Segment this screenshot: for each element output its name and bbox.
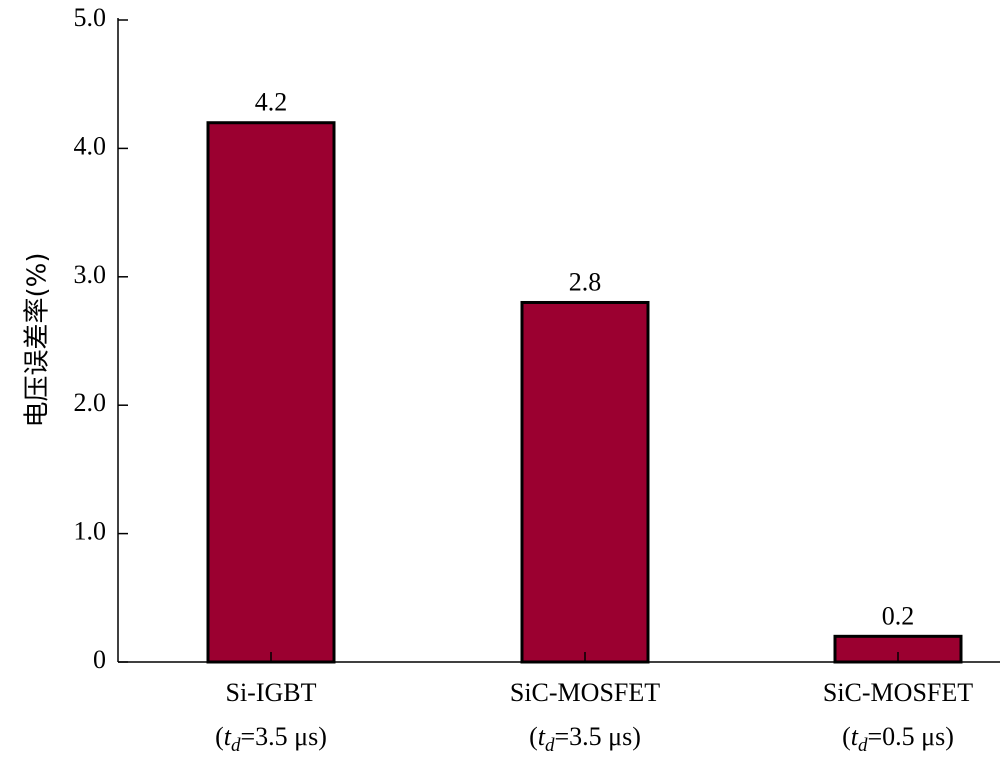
y-axis-label: 电压误差率(%) [23,253,53,428]
td-subscript: d [231,735,241,756]
y-tick-label: 2.0 [74,388,107,417]
td-subscript: d [545,735,555,756]
td-prefix: (t [215,722,232,751]
x-category-label: SiC-MOSFET [510,678,660,707]
td-suffix: =3.5 μs) [241,722,327,751]
y-tick-label: 1.0 [74,517,107,546]
x-category-sublabel: (td=3.5 μs) [529,722,641,756]
y-ticks-group: 0 1.0 2.0 3.0 4.0 5.0 [74,3,128,674]
bars-group [206,121,963,664]
bar [206,121,336,664]
x-category-sublabel: (td=3.5 μs) [215,722,327,756]
bar [520,300,650,664]
x-category-sublabel: (td=0.5 μs) [842,722,954,756]
bar-value-label: 0.2 [882,601,915,630]
axes-group [117,18,1000,663]
x-category-label: Si-IGBT [226,678,317,707]
td-subscript: d [858,735,868,756]
td-suffix: =3.5 μs) [555,722,641,751]
y-tick-label: 5.0 [74,3,107,32]
y-tick-label: 3.0 [74,260,107,289]
y-tick-label: 0 [93,645,106,674]
value-labels-group: 4.2 2.8 0.2 [255,88,915,631]
x-category-label: SiC-MOSFET [823,678,973,707]
category-labels-group: Si-IGBT(td=3.5 μs)SiC-MOSFET(td=3.5 μs)S… [215,678,973,756]
td-suffix: =0.5 μs) [868,722,954,751]
bar-value-label: 4.2 [255,88,288,117]
y-tick-label: 4.0 [74,131,107,160]
td-prefix: (t [529,722,546,751]
bar-value-label: 2.8 [569,267,602,296]
td-prefix: (t [842,722,859,751]
